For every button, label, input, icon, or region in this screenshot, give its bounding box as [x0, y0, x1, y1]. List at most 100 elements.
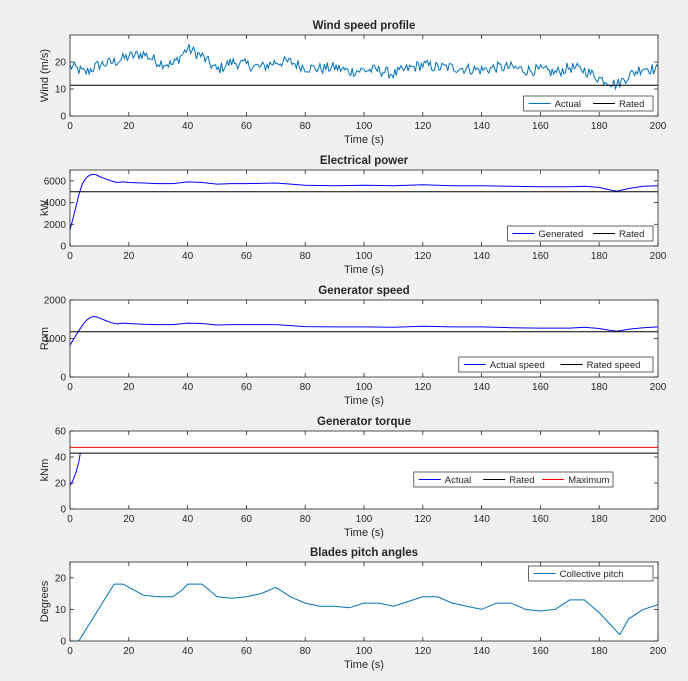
- x-tick-label: 200: [650, 646, 667, 657]
- x-tick-label: 40: [182, 382, 194, 393]
- legend-label: Rated: [619, 99, 644, 110]
- chart-title: Blades pitch angles: [310, 547, 418, 559]
- legend-label: Rated speed: [587, 360, 641, 371]
- x-tick-label: 80: [300, 646, 312, 657]
- x-axis-label: Time (s): [344, 527, 384, 539]
- y-tick-label: 0: [60, 373, 66, 384]
- y-tick-label: 10: [55, 605, 67, 616]
- legend: Actual Rated Maximum: [413, 471, 614, 488]
- x-tick-label: 160: [532, 646, 549, 657]
- x-tick-label: 100: [356, 382, 373, 393]
- y-tick-label: 0: [60, 112, 66, 123]
- x-tick-label: 180: [591, 121, 608, 132]
- chart-title: Wind speed profile: [313, 20, 416, 32]
- x-tick-label: 180: [591, 646, 608, 657]
- x-tick-label: 0: [67, 646, 73, 657]
- legend-label: Collective pitch: [560, 569, 624, 580]
- x-tick-label: 20: [123, 514, 135, 525]
- y-tick-label: 60: [55, 427, 67, 438]
- series-line-actual: [70, 453, 81, 486]
- legend-box: [507, 225, 654, 242]
- x-tick-label: 60: [241, 251, 253, 262]
- x-tick-label: 180: [591, 382, 608, 393]
- y-tick-label: 2000: [44, 220, 67, 231]
- x-tick-label: 120: [414, 251, 431, 262]
- legend: Actual speed Rated speed: [458, 356, 654, 373]
- x-tick-label: 20: [123, 646, 135, 657]
- x-axis-label: Time (s): [344, 659, 384, 671]
- subplot-2: Electrical power 0 20 40 60 80 100 120 140 160 180…: [39, 155, 667, 276]
- legend: Actual Rated: [523, 95, 654, 112]
- plot-area: [70, 431, 658, 509]
- x-tick-label: 160: [532, 251, 549, 262]
- series-line-generated: [70, 173, 658, 230]
- x-tick-label: 180: [591, 251, 608, 262]
- y-tick-label: 2000: [44, 296, 67, 307]
- x-tick-label: 140: [473, 382, 490, 393]
- legend-label: Generated: [538, 229, 583, 240]
- x-tick-label: 40: [182, 646, 194, 657]
- x-tick-label: 40: [182, 251, 194, 262]
- axes-box: [69, 169, 659, 247]
- legend-label: Actual speed: [490, 360, 545, 371]
- series-line-collective-pitch: [70, 583, 658, 641]
- legend-box: [458, 356, 654, 373]
- x-tick-label: 180: [591, 514, 608, 525]
- x-tick-label: 20: [123, 121, 135, 132]
- x-tick-label: 120: [414, 121, 431, 132]
- x-tick-label: 0: [67, 121, 73, 132]
- x-tick-label: 60: [241, 382, 253, 393]
- x-tick-label: 20: [123, 382, 135, 393]
- y-tick-label: 40: [55, 453, 67, 464]
- x-axis-label: Time (s): [344, 264, 384, 276]
- y-axis-label: Wind (m/s): [39, 49, 51, 102]
- series-line-actual-speed: [70, 316, 658, 346]
- y-tick-label: 4000: [44, 198, 67, 209]
- x-tick-label: 0: [67, 251, 73, 262]
- x-tick-label: 60: [241, 646, 253, 657]
- x-tick-label: 60: [241, 514, 253, 525]
- y-tick-label: 20: [55, 573, 67, 584]
- y-axis-label: Rpm: [39, 327, 51, 350]
- x-tick-label: 140: [473, 646, 490, 657]
- x-tick-label: 100: [356, 251, 373, 262]
- chart-title: Generator torque: [317, 416, 411, 428]
- y-axis-label: Degrees: [39, 580, 51, 622]
- y-tick-label: 6000: [44, 176, 67, 187]
- y-tick-label: 10: [55, 85, 67, 96]
- chart-title: Electrical power: [320, 155, 409, 167]
- x-tick-label: 200: [650, 382, 667, 393]
- legend-box: [523, 95, 654, 112]
- x-tick-label: 20: [123, 251, 135, 262]
- chart-title: Generator speed: [318, 285, 409, 297]
- x-tick-label: 100: [356, 646, 373, 657]
- x-tick-label: 200: [650, 121, 667, 132]
- axes-box: [69, 34, 659, 117]
- x-tick-label: 120: [414, 646, 431, 657]
- series-line-actual: [70, 44, 658, 91]
- y-tick-label: 1000: [44, 334, 67, 345]
- y-tick-label: 0: [60, 505, 66, 516]
- axes-box: [69, 430, 659, 510]
- y-tick-label: 0: [60, 242, 66, 253]
- x-tick-label: 120: [414, 382, 431, 393]
- subplot-5: Blades pitch angles 0 20 40 60 80 100 120 140 160…: [39, 547, 667, 671]
- legend: Collective pitch: [528, 565, 654, 582]
- x-tick-label: 0: [67, 382, 73, 393]
- legend-label: Rated: [509, 475, 534, 486]
- y-tick-label: 20: [55, 58, 67, 69]
- x-tick-label: 120: [414, 514, 431, 525]
- legend-label: Actual: [445, 475, 471, 486]
- legend-box: [413, 471, 614, 488]
- x-tick-label: 60: [241, 121, 253, 132]
- x-tick-label: 160: [532, 382, 549, 393]
- x-tick-label: 80: [300, 382, 312, 393]
- x-tick-label: 100: [356, 514, 373, 525]
- y-axis-label: kNm: [39, 459, 51, 482]
- axes-box: [69, 561, 659, 642]
- x-tick-label: 80: [300, 251, 312, 262]
- legend: Generated Rated: [507, 225, 654, 242]
- x-tick-label: 0: [67, 514, 73, 525]
- x-tick-label: 140: [473, 121, 490, 132]
